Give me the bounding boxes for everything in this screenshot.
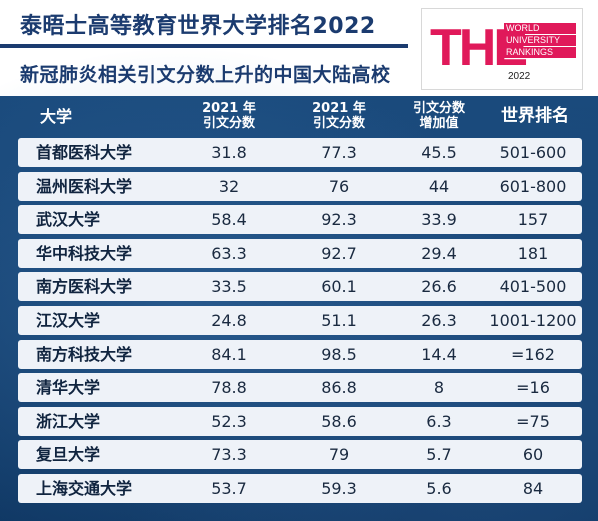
header-score-a-line2: 引文分数 <box>202 116 255 131</box>
header-score-b-line2: 引文分数 <box>312 116 365 131</box>
cell-increase: 26.3 <box>421 311 457 330</box>
cell-rank: =16 <box>516 378 550 398</box>
cell-university: 武汉大学 <box>36 210 101 230</box>
cell-score-b: 60.1 <box>321 277 357 297</box>
header-score-b: 2021 年引文分数 <box>284 98 394 134</box>
cell-score-b: 79 <box>328 445 350 465</box>
cell-score-b: 98.5 <box>321 344 357 364</box>
table-row: 复旦大学 73.3 79 5.7 60 <box>18 440 582 470</box>
ranking-table: 大学 2021 年引文分数 2021 年引文分数 引文分数 增加值 世界排名 首都… <box>14 98 586 503</box>
logo-line: UNIVERSITY <box>504 35 576 46</box>
cell-increase: 29.4 <box>421 243 457 263</box>
cell-increase: 8 <box>433 378 445 398</box>
cell-rank: =162 <box>511 344 555 364</box>
table-row: 温州医科大学 32 76 44 601-800 <box>18 171 582 201</box>
cell-increase: 44 <box>428 176 450 196</box>
cell-increase: 5.6 <box>426 479 452 498</box>
header-score-b-line1: 2021 年 <box>312 101 366 116</box>
cell-score-b: 76 <box>328 176 350 196</box>
cell-increase: 33.9 <box>421 210 457 230</box>
cell-score-a: 52.3 <box>211 411 247 431</box>
logo-text-block: WORLD UNIVERSITY RANKINGS <box>504 23 576 59</box>
cell-score-b: 86.8 <box>321 378 357 398</box>
header-score-a-line1: 2021 年 <box>202 101 256 116</box>
table-row: 清华大学 78.8 86.8 8 =16 <box>18 373 582 403</box>
table-row: 南方科技大学 84.1 98.5 14.4 =162 <box>18 339 582 369</box>
cell-rank: =75 <box>516 411 550 431</box>
table-row: 南方医科大学 33.5 60.1 26.6 401-500 <box>18 272 582 302</box>
cell-university: 上海交通大学 <box>36 479 133 498</box>
table-header: 大学 2021 年引文分数 2021 年引文分数 引文分数 增加值 世界排名 <box>14 98 586 134</box>
cell-university: 南方医科大学 <box>36 277 133 297</box>
logo-line: WORLD <box>504 23 576 34</box>
cell-score-b: 77.3 <box>321 143 357 162</box>
cell-university: 华中科技大学 <box>36 243 133 263</box>
header-increase-line2: 增加值 <box>419 116 459 131</box>
cell-rank: 1001-1200 <box>489 311 577 330</box>
the-rankings-logo: THE WORLD UNIVERSITY RANKINGS 2022 <box>421 8 583 90</box>
cell-score-a: 78.8 <box>211 378 247 398</box>
cell-university: 浙江大学 <box>36 411 101 431</box>
cell-score-b: 59.3 <box>321 479 357 498</box>
header-score-a: 2021 年引文分数 <box>174 98 284 134</box>
header-rank: 世界排名 <box>501 105 569 126</box>
cell-university: 温州医科大学 <box>36 176 133 196</box>
cell-score-a: 84.1 <box>211 344 247 364</box>
table-row: 武汉大学 58.4 92.3 33.9 157 <box>18 205 582 235</box>
page-subtitle: 新冠肺炎相关引文分数上升的中国大陆高校 <box>20 64 391 86</box>
cell-score-a: 31.8 <box>211 143 247 162</box>
table-row: 浙江大学 52.3 58.6 6.3 =75 <box>18 406 582 436</box>
cell-score-a: 33.5 <box>211 277 247 297</box>
cell-increase: 6.3 <box>426 411 452 431</box>
cell-university: 清华大学 <box>36 378 101 398</box>
cell-rank: 601-800 <box>499 176 567 196</box>
title-divider <box>0 44 408 48</box>
header-increase-line1: 引文分数 <box>412 101 465 116</box>
table-row: 首都医科大学 31.8 77.3 45.5 501-600 <box>18 138 582 167</box>
logo-year: 2022 <box>508 71 531 82</box>
cell-score-b: 92.3 <box>321 210 357 230</box>
cell-increase: 26.6 <box>421 277 457 297</box>
cell-increase: 5.7 <box>426 445 452 465</box>
page-title: 泰晤士高等教育世界大学排名2022 <box>20 14 376 39</box>
header-university: 大学 <box>40 106 73 126</box>
header-increase: 引文分数 增加值 <box>394 98 484 134</box>
cell-score-a: 73.3 <box>211 445 247 465</box>
table-row: 华中科技大学 63.3 92.7 29.4 181 <box>18 238 582 268</box>
cell-score-a: 58.4 <box>211 210 247 230</box>
table-row: 江汉大学 24.8 51.1 26.3 1001-1200 <box>18 306 582 335</box>
cell-rank: 181 <box>517 243 549 263</box>
cell-score-b: 92.7 <box>321 243 357 263</box>
cell-score-b: 51.1 <box>321 311 357 330</box>
cell-increase: 45.5 <box>421 143 457 162</box>
logo-line: RANKINGS <box>504 47 576 58</box>
cell-increase: 14.4 <box>421 344 457 364</box>
table-row: 上海交通大学 53.7 59.3 5.6 84 <box>18 474 582 503</box>
cell-rank: 157 <box>517 210 549 230</box>
cell-score-b: 58.6 <box>321 411 357 431</box>
cell-university: 南方科技大学 <box>36 344 133 364</box>
cell-rank: 501-600 <box>499 143 567 162</box>
cell-score-a: 24.8 <box>211 311 247 330</box>
cell-score-a: 63.3 <box>211 243 247 263</box>
cell-university: 复旦大学 <box>36 445 101 465</box>
header: 泰晤士高等教育世界大学排名2022 新冠肺炎相关引文分数上升的中国大陆高校 TH… <box>0 0 598 96</box>
cell-score-a: 53.7 <box>211 479 247 498</box>
cell-rank: 84 <box>522 479 544 498</box>
cell-university: 首都医科大学 <box>36 143 133 162</box>
cell-rank: 60 <box>522 445 544 465</box>
cell-rank: 401-500 <box>499 277 567 297</box>
cell-university: 江汉大学 <box>36 311 101 330</box>
cell-score-a: 32 <box>218 176 240 196</box>
